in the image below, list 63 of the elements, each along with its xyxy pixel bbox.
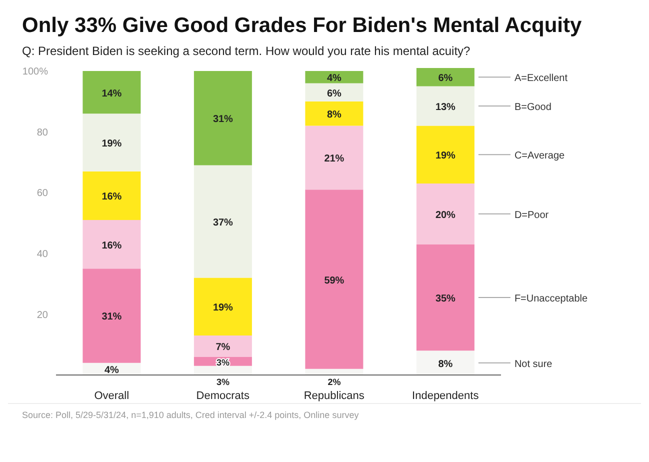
bar	[416, 126, 474, 184]
data-label: 59%	[324, 275, 344, 286]
bar	[194, 71, 252, 166]
data-label: 8%	[326, 110, 342, 121]
data-label: 37%	[212, 218, 234, 228]
data-label: 6%	[326, 88, 342, 100]
data-label: 7%	[216, 342, 230, 354]
data-label: 3%	[216, 377, 230, 387]
text: Not sure	[514, 358, 553, 370]
y-tick-label: 20	[36, 310, 48, 321]
y-tick-label: 80	[36, 127, 48, 138]
data-label: 19%	[435, 150, 456, 162]
bar	[305, 368, 364, 375]
bar	[305, 190, 364, 369]
bar	[416, 86, 474, 126]
bar	[305, 126, 364, 190]
bar	[305, 83, 364, 102]
text: A=Excellent	[514, 73, 568, 84]
bar	[82, 114, 141, 172]
data-label: 31%	[102, 312, 122, 323]
data-label: 20%	[435, 210, 456, 221]
bar	[194, 278, 252, 336]
data-label: 4%	[104, 364, 120, 376]
text: B=Good	[514, 102, 552, 113]
bar	[416, 244, 474, 351]
x-tick-label: Independents	[412, 390, 480, 402]
x-tick-label: Overall	[94, 390, 130, 402]
y-tick-label: 100%	[22, 66, 48, 78]
data-label: 21%	[324, 154, 344, 165]
data-label: 6%	[438, 73, 453, 84]
text: D=Poor	[514, 210, 550, 221]
source-note: Source: Poll, 5/29-5/31/24, n=1,910 adults, Cred interval +/-2.4 points, Online survey	[8, 403, 641, 420]
data-label: 35%	[435, 293, 456, 304]
bar	[82, 268, 141, 363]
y-tick-label: 40	[36, 248, 48, 260]
x-tick-label: Democrats	[196, 390, 250, 402]
chart-subtitle: Q: President Biden is seeking a second term. How would you rate his mental acuity?	[21, 43, 472, 58]
bar	[194, 165, 252, 278]
bar	[416, 68, 474, 86]
data-label: 2%	[328, 377, 341, 387]
data-label: 16%	[102, 192, 122, 203]
data-label: 31%	[212, 114, 234, 126]
data-label: 13%	[435, 102, 456, 113]
data-label: 8%	[438, 358, 453, 370]
text: F=Unacceptable	[514, 293, 588, 304]
bar	[82, 220, 141, 269]
bar	[194, 335, 252, 357]
text: C=Average	[514, 150, 566, 162]
data-label: 4%	[326, 73, 342, 84]
y-tick-label: 60	[36, 188, 48, 200]
bar	[82, 171, 141, 220]
data-label: 3%	[216, 357, 230, 368]
data-label: 19%	[102, 138, 122, 150]
data-label: 19%	[212, 302, 234, 314]
data-label: 14%	[102, 88, 122, 100]
bar	[194, 366, 252, 375]
data-label: 16%	[102, 240, 122, 252]
bar	[416, 350, 474, 375]
bar	[305, 101, 364, 126]
x-tick-label: Republicans	[304, 390, 365, 402]
bar	[82, 71, 141, 114]
bar	[416, 184, 474, 244]
chart-title: Only 33% Give Good Grades For Biden's Mental Acquity	[21, 13, 583, 38]
